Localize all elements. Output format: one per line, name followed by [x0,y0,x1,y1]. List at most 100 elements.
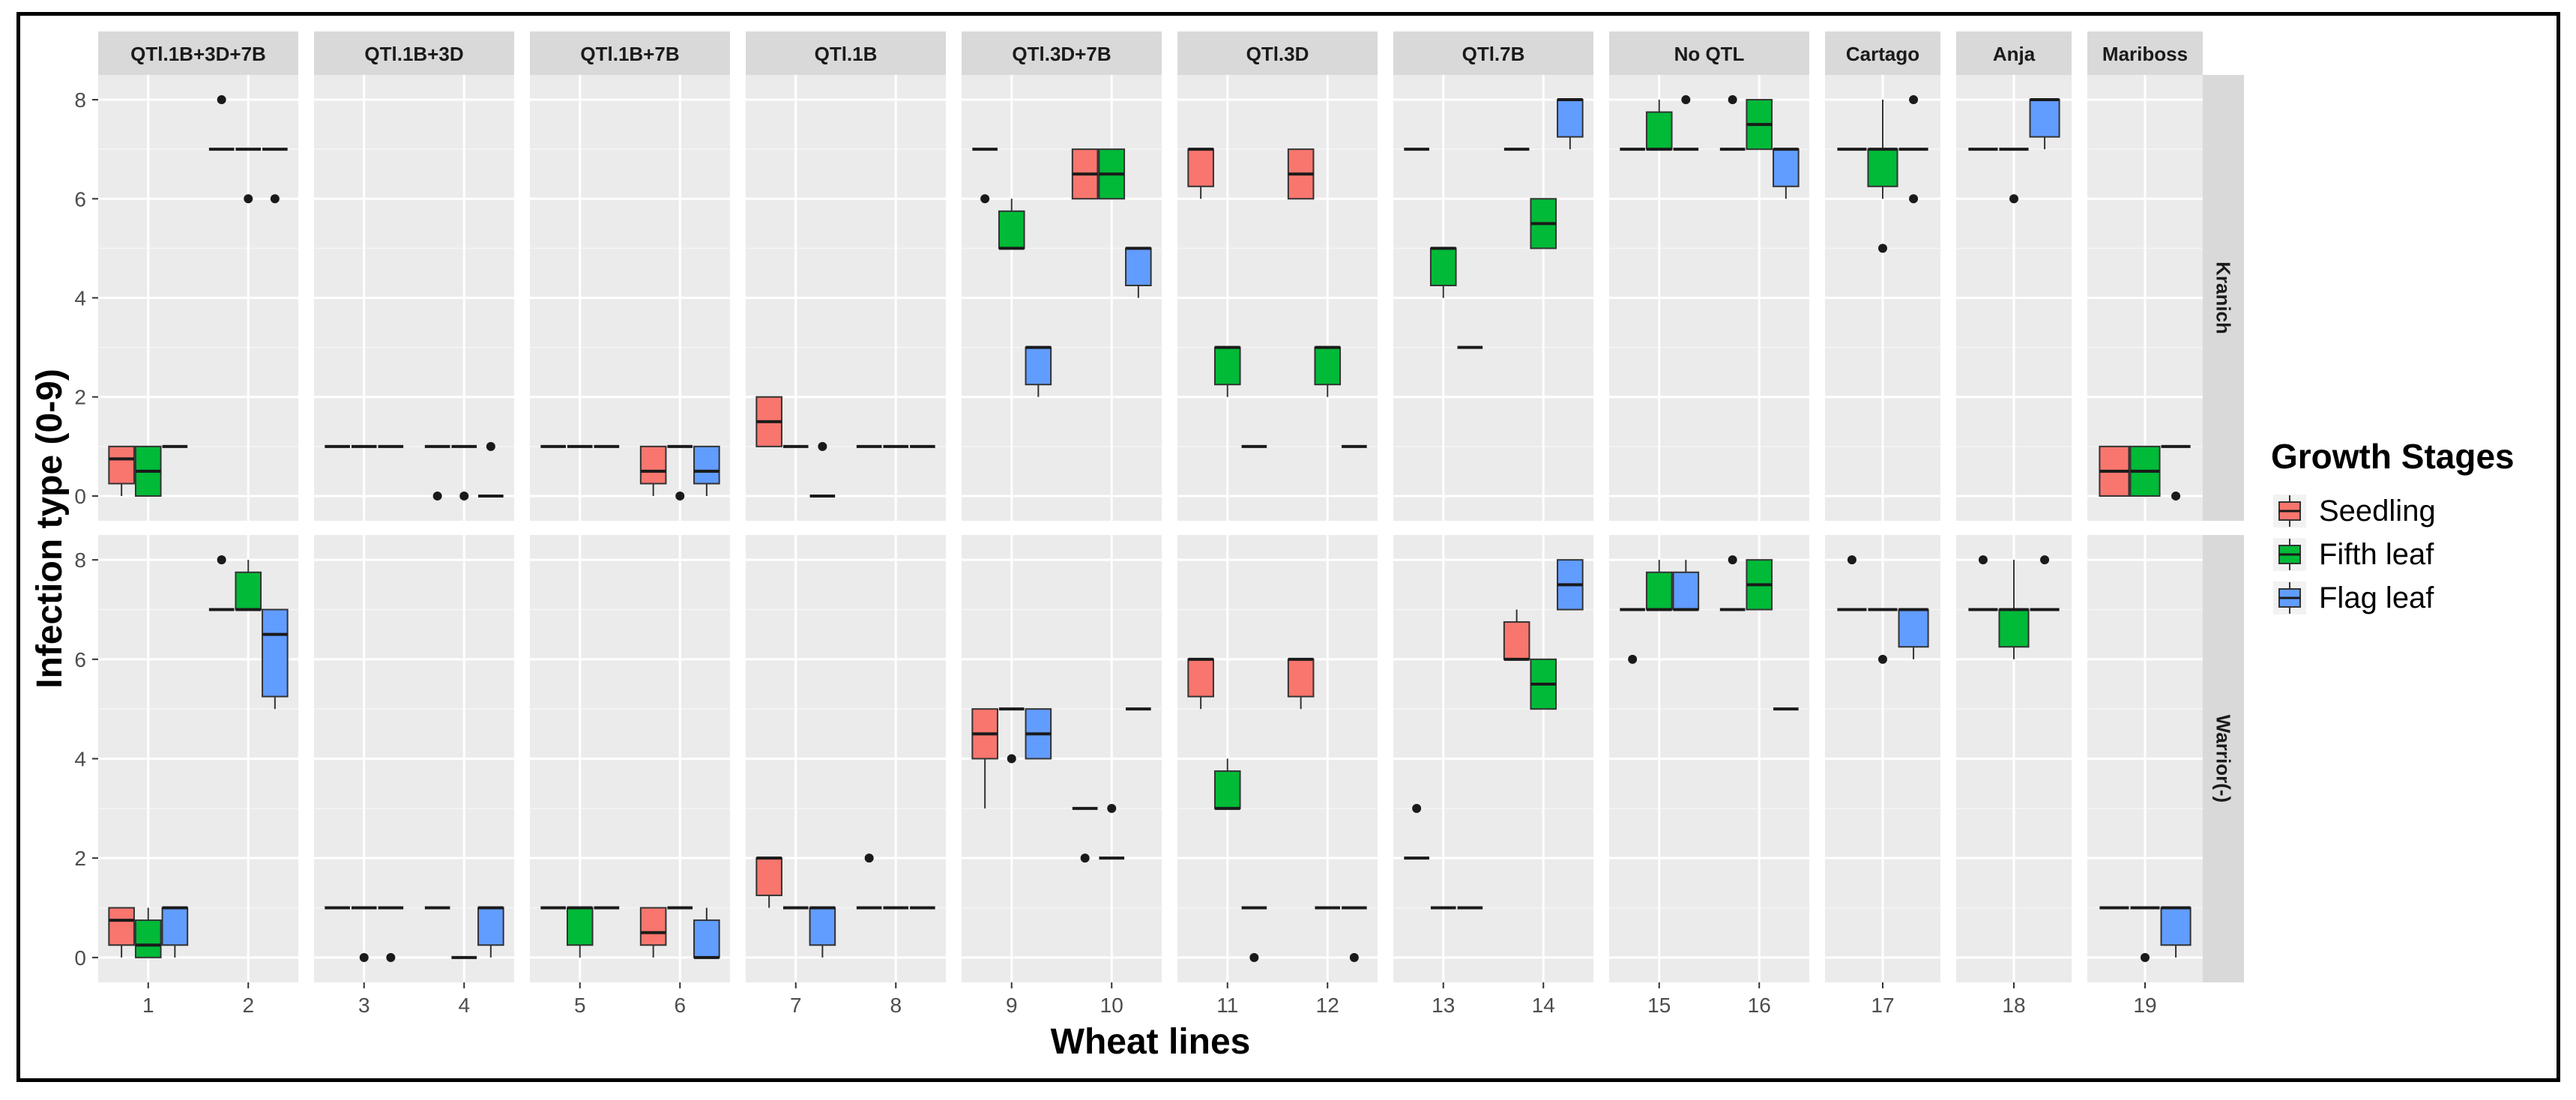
outlier-point [1412,803,1422,813]
y-tick-label: 0 [74,946,86,970]
facet-label: QTl.1B+7B [580,43,679,65]
outlier-point [1107,803,1117,813]
box-5-1 [566,907,594,946]
facet-label: QTl.1B+3D+7B [130,43,266,65]
facet-strip-11 [2087,31,2203,75]
x-tick-label: 9 [1006,994,1018,1017]
row-strip [2203,535,2244,982]
x-tick-label: 3 [358,994,370,1017]
outlier-point [1728,555,1737,565]
y-tick-label: 2 [74,847,86,870]
facet-label: Anja [1993,43,2036,65]
x-tick-label: 1 [142,994,154,1017]
x-tick-label: 8 [890,994,902,1017]
facet-strip-10 [1956,31,2072,75]
box-7-2 [809,907,836,946]
outlier-point [486,441,495,451]
outlier-point [980,194,990,204]
y-axis-title: Infection type (0-9) [30,369,70,689]
facet-label: QTl.3D+7B [1012,43,1111,65]
x-tick-label: 11 [1216,994,1238,1017]
box-6-0 [639,445,667,485]
outlier-point [270,194,280,204]
y-tick-label: 8 [74,549,86,572]
box-1-0 [108,445,135,485]
box-10-2 [1125,247,1152,286]
facet-label: QTl.1B [815,43,878,65]
row-strip [2203,75,2244,521]
facet-strip-4 [746,31,946,75]
box-11-0 [1187,658,1214,698]
outlier-point [2141,952,2150,962]
x-tick-label: 14 [1532,994,1555,1017]
outlier-point [459,491,469,501]
box-1-1 [134,919,162,958]
box-16-2 [1773,148,1800,187]
outlier-point [1349,952,1359,962]
x-tick-label: 16 [1748,994,1771,1017]
y-tick-label: 6 [74,187,86,211]
box-6-2 [693,919,720,958]
outlier-point [864,853,874,863]
outlier-point [217,95,226,105]
legend-title: Growth Stages [2271,437,2515,476]
outlier-point [1978,555,1988,565]
y-tick-label: 2 [74,386,86,409]
x-tick-label: 4 [458,994,470,1017]
box-6-0 [639,907,667,946]
facet-strip-3 [530,31,730,75]
x-tick-label: 5 [574,994,586,1017]
outlier-point [2171,491,2181,501]
box-12-1 [1314,346,1342,386]
box-2-2 [262,608,289,698]
outlier-point [1878,654,1887,664]
y-tick-label: 8 [74,88,86,112]
outlier-point [1909,95,1919,105]
outlier-point [386,952,396,962]
x-tick-label: 6 [674,994,686,1017]
box-15-2 [1672,571,1700,611]
box-18-1 [1998,608,2030,648]
box-17-1 [1867,148,1898,187]
box-13-1 [1429,247,1457,286]
x-tick-label: 7 [790,994,802,1017]
outlier-point [217,555,226,565]
figure-border [16,12,2560,1082]
facet-strip-2 [314,31,514,75]
outlier-point [1080,853,1090,863]
outlier-point [2040,555,2050,565]
x-tick-label: 15 [1647,994,1671,1017]
row-label: Kranich [2212,262,2235,334]
box-4-2 [477,907,504,946]
facet-label: QTl.3D [1246,43,1309,65]
outlier-point [1007,754,1016,764]
outlier-point [1728,95,1737,105]
facet-label: Cartago [1846,43,1919,65]
box-1-0 [108,907,135,946]
facet-strip-6 [1177,31,1378,75]
outlier-point [1847,555,1856,565]
outlier-point [359,952,369,962]
outlier-point [1878,244,1887,253]
row-label: Warrior(-) [2212,715,2235,803]
facet-label: Mariboss [2102,43,2188,65]
x-tick-label: 10 [1100,994,1123,1017]
box-12-0 [1287,658,1315,698]
x-tick-label: 12 [1316,994,1339,1017]
facet-label: QTl.1B+3D [364,43,463,65]
x-tick-label: 19 [2133,994,2156,1017]
facet-strip-1 [98,31,298,75]
legend-label: Flag leaf [2319,581,2434,614]
outlier-point [244,194,253,204]
y-tick-label: 4 [74,287,86,310]
outlier-point [818,441,827,451]
box-11-1 [1213,770,1241,809]
facet-label: No QTL [1674,43,1745,65]
facet-strip-5 [962,31,1162,75]
box-14-2 [1557,99,1584,138]
x-axis-title: Wheat lines [1051,1022,1251,1062]
box-1-2 [161,907,189,946]
outlier-point [432,491,442,501]
legend-label: Seedling [2319,495,2436,528]
